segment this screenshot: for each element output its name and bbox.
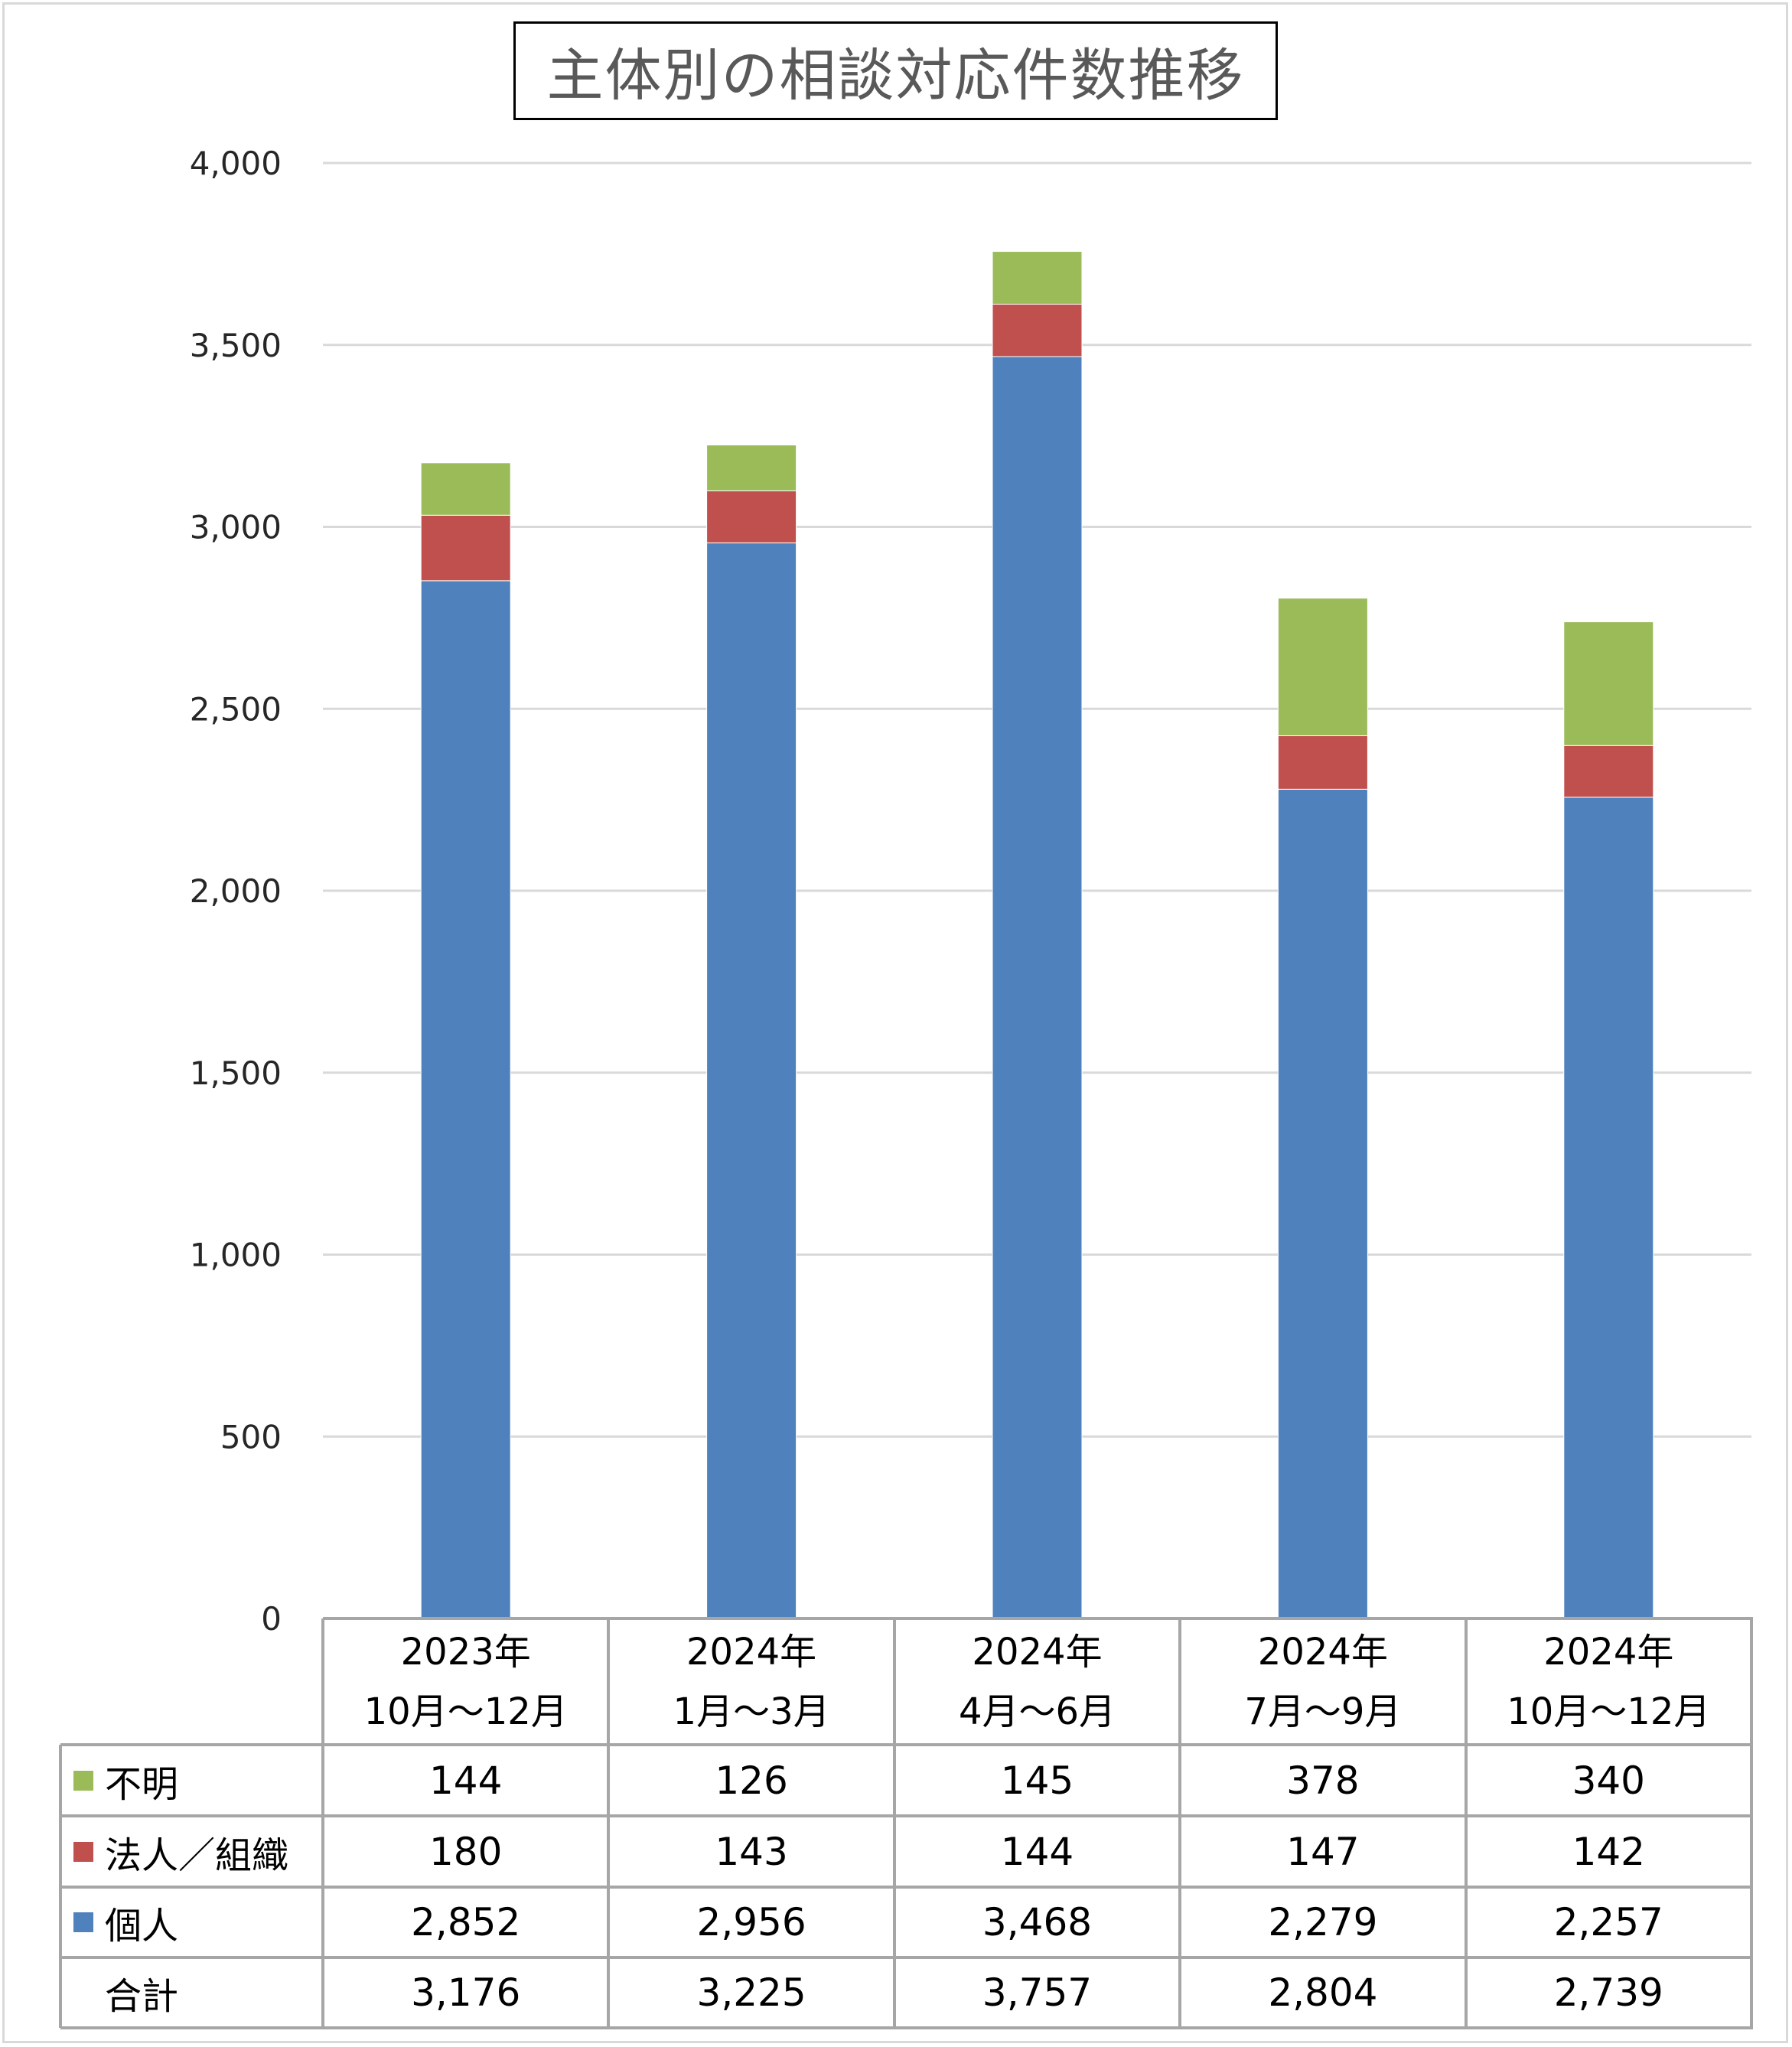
category-period: 1月～3月 bbox=[673, 1690, 830, 1733]
table-value: 2,739 bbox=[1553, 1970, 1663, 2015]
table-rule bbox=[60, 1743, 1753, 1746]
table-value: 145 bbox=[1000, 1758, 1074, 1803]
bar-segment-法人／組織 bbox=[706, 490, 797, 543]
category-header: 2023年 10月～12月 bbox=[323, 1618, 608, 1745]
table-value: 3,225 bbox=[696, 1970, 806, 2015]
legend-label: 個人 bbox=[105, 1905, 179, 1948]
table-value: 3,468 bbox=[982, 1900, 1093, 1944]
category-period: 4月～6月 bbox=[958, 1690, 1116, 1733]
table-value: 3,757 bbox=[982, 1970, 1093, 2015]
bar-segment-個人 bbox=[992, 356, 1083, 1619]
table-value: 147 bbox=[1286, 1829, 1360, 1874]
y-tick-label: 1,500 bbox=[190, 1054, 282, 1092]
bar-segment-不明 bbox=[1277, 598, 1368, 736]
bar-segment-不明 bbox=[992, 251, 1083, 305]
category-period: 10月～12月 bbox=[363, 1690, 568, 1733]
category-year: 2024年 bbox=[1543, 1630, 1674, 1674]
table-value: 378 bbox=[1286, 1758, 1360, 1803]
y-tick-label: 2,500 bbox=[190, 690, 282, 728]
y-tick-label: 0 bbox=[261, 1600, 282, 1638]
legend-row-label: 個人 bbox=[60, 1887, 323, 1957]
bar-segment-法人／組織 bbox=[420, 514, 511, 582]
bar-segment-不明 bbox=[420, 462, 511, 516]
category-period: 7月～9月 bbox=[1244, 1690, 1402, 1733]
category-header: 2024年 7月～9月 bbox=[1180, 1618, 1465, 1745]
table-rule bbox=[59, 1745, 62, 2028]
table-rule bbox=[892, 1618, 896, 2028]
table-rule bbox=[60, 1956, 1753, 1959]
legend-swatch-icon bbox=[73, 1841, 93, 1862]
chart-title: 主体別の相談対応件数推移 bbox=[546, 43, 1245, 109]
category-header: 2024年 10月～12月 bbox=[1466, 1618, 1751, 1745]
legend-swatch-icon bbox=[73, 1983, 93, 2003]
bar-segment-個人 bbox=[1277, 788, 1368, 1619]
table-rule bbox=[1178, 1618, 1182, 2028]
bar-segment-個人 bbox=[420, 580, 511, 1619]
table-value: 3,176 bbox=[411, 1970, 521, 2015]
bar-segment-不明 bbox=[1563, 621, 1654, 746]
table-rule bbox=[323, 1617, 1753, 1620]
bar-segment-法人／組織 bbox=[1563, 745, 1654, 798]
table-value: 126 bbox=[715, 1758, 788, 1803]
table-rule bbox=[60, 1886, 1753, 1889]
y-tick-label: 4,000 bbox=[190, 145, 282, 182]
legend-row-label: 法人／組織 bbox=[60, 1816, 323, 1887]
category-header: 2024年 1月～3月 bbox=[608, 1618, 894, 1745]
bar-segment-個人 bbox=[1563, 797, 1654, 1619]
table-rule bbox=[1464, 1618, 1468, 2028]
legend-label: 法人／組織 bbox=[105, 1833, 289, 1877]
table-value: 2,956 bbox=[696, 1900, 806, 1944]
category-year: 2024年 bbox=[972, 1630, 1103, 1674]
legend-row-label: 不明 bbox=[60, 1745, 323, 1816]
table-value: 2,852 bbox=[411, 1900, 521, 1944]
legend-swatch-icon bbox=[73, 1770, 93, 1791]
bars bbox=[420, 251, 1654, 1619]
category-year: 2024年 bbox=[686, 1630, 817, 1674]
bar-segment-法人／組織 bbox=[992, 303, 1083, 357]
y-axis-ticks: 0 500 1,000 1,500 2,000 2,500 3,000 3,500 4,000 bbox=[190, 145, 282, 1638]
y-tick-label: 3,500 bbox=[190, 327, 282, 364]
legend-swatch-icon bbox=[73, 1912, 93, 1932]
category-header: 2024年 4月～6月 bbox=[894, 1618, 1180, 1745]
bar-segment-法人／組織 bbox=[1277, 735, 1368, 790]
table-rule bbox=[60, 2026, 1753, 2029]
y-tick-label: 2,000 bbox=[190, 872, 282, 910]
table-value: 144 bbox=[428, 1758, 503, 1803]
bar-segment-個人 bbox=[706, 542, 797, 1619]
table-value: 180 bbox=[428, 1829, 503, 1874]
legend-row-label: 合計 bbox=[60, 1957, 323, 2028]
table-rule bbox=[1750, 1618, 1753, 2028]
chart-title-box: 主体別の相談対応件数推移 bbox=[513, 21, 1278, 120]
category-year: 2024年 bbox=[1257, 1630, 1388, 1674]
legend-label: 合計 bbox=[105, 1975, 179, 2018]
y-tick-label: 500 bbox=[220, 1418, 282, 1455]
category-period: 10月～12月 bbox=[1507, 1690, 1711, 1733]
table-rule bbox=[321, 1618, 324, 2028]
table-value: 2,804 bbox=[1268, 1970, 1378, 2015]
table-value: 144 bbox=[1000, 1829, 1074, 1874]
legend-label: 不明 bbox=[105, 1762, 179, 1806]
table-value: 2,257 bbox=[1553, 1900, 1663, 1944]
y-tick-label: 3,000 bbox=[190, 509, 282, 546]
y-tick-label: 1,000 bbox=[190, 1237, 282, 1274]
bar-segment-不明 bbox=[706, 445, 797, 491]
table-value: 143 bbox=[715, 1829, 788, 1874]
category-year: 2023年 bbox=[400, 1630, 531, 1674]
table-value: 340 bbox=[1572, 1758, 1645, 1803]
table-value: 2,279 bbox=[1268, 1900, 1378, 1944]
table-rule bbox=[607, 1618, 611, 2028]
table-value: 142 bbox=[1572, 1829, 1645, 1874]
table-rule bbox=[60, 1814, 1753, 1817]
